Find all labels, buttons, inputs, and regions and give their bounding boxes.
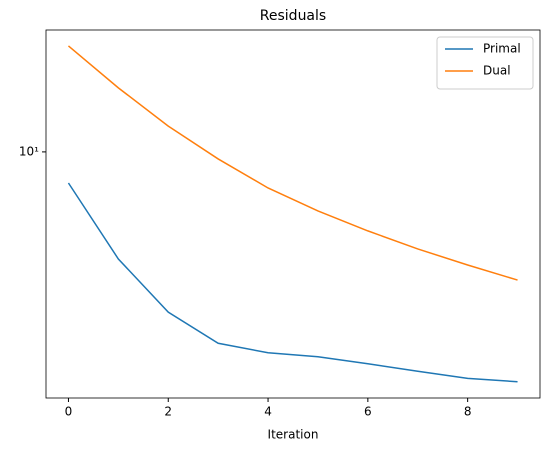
plot-frame <box>45 29 541 399</box>
legend-box <box>436 36 534 90</box>
x-tick-label: 0 <box>65 405 73 419</box>
x-tick-label: 8 <box>464 405 472 419</box>
legend-label: Primal <box>483 42 521 56</box>
x-tick-label: 4 <box>264 405 272 419</box>
line-series <box>67 182 518 383</box>
x-tick-label: 2 <box>164 405 172 419</box>
x-axis-label: Iteration <box>268 428 319 442</box>
y-tick-label: 10¹ <box>19 144 39 158</box>
legend-label: Dual <box>483 64 511 78</box>
x-tick-label: 6 <box>364 405 372 419</box>
line-series <box>67 45 518 281</box>
chart-title: Residuals <box>260 8 326 24</box>
